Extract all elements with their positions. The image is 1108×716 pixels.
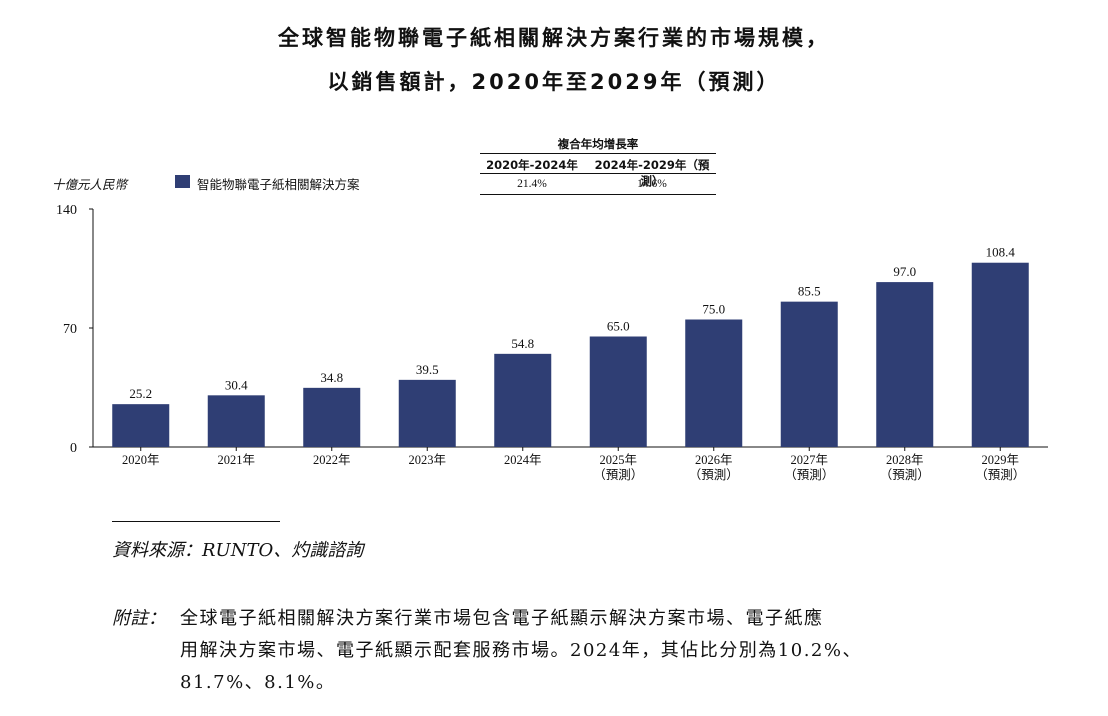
- legend-label: 智能物聯電子紙相關解決方案: [197, 177, 360, 192]
- y-tick-label: 0: [70, 441, 77, 456]
- bar: [303, 387, 361, 447]
- x-tick-sublabel: （預測）: [593, 468, 643, 482]
- cagr-header-rule: [480, 153, 716, 154]
- bar: [876, 282, 934, 447]
- x-tick-label: 2028年: [886, 453, 924, 467]
- bar-chart: 0 70 140 25.2 2020年 30.4 2021年 34.8 2022年 39.5 202…: [56, 203, 1048, 482]
- chart-title-line-2: 以銷售額計，2020年至2029年（預測）: [327, 70, 781, 94]
- x-tick-sublabel: （預測）: [975, 468, 1025, 482]
- bar: [207, 395, 265, 447]
- data-label: 65.0: [607, 319, 630, 334]
- bar: [398, 379, 456, 447]
- x-tick-label: 2021年: [217, 453, 255, 467]
- bar: [494, 353, 552, 447]
- note-line-2: 用解決方案市場、電子紙顯示配套服務市場。2024年，其佔比分別為10.2%、: [180, 640, 862, 661]
- bar: [112, 404, 170, 447]
- note-line-3: 81.7%、8.1%。: [180, 672, 336, 693]
- data-label: 75.0: [702, 302, 725, 317]
- data-label: 97.0: [893, 264, 916, 279]
- data-label: 34.8: [320, 370, 343, 385]
- bar: [971, 262, 1029, 447]
- note-label: 附註：: [112, 608, 166, 629]
- x-tick-label: 2027年: [790, 453, 828, 467]
- legend-swatch: [175, 175, 190, 188]
- source-text: 資料來源：RUNTO、灼識諮詢: [112, 540, 364, 561]
- data-label: 108.4: [986, 245, 1016, 260]
- data-label: 30.4: [225, 377, 248, 392]
- bar: [685, 319, 743, 447]
- bar: [589, 336, 647, 447]
- source-divider: [112, 521, 280, 522]
- x-tick-label: 2025年: [599, 453, 637, 467]
- x-tick-label: 2023年: [408, 453, 446, 467]
- data-label: 25.2: [129, 386, 152, 401]
- x-tick-label: 2022年: [313, 453, 351, 467]
- cagr-col2-value: 14.6%: [637, 178, 667, 190]
- data-label: 54.8: [511, 336, 534, 351]
- bar: [780, 301, 838, 447]
- y-tick-label: 70: [63, 322, 77, 337]
- chart-title-line-1: 全球智能物聯電子紙相關解決方案行業的市場規模，: [278, 26, 830, 50]
- x-tick-label: 2020年: [122, 453, 160, 467]
- cagr-col1-label: 2020年-2024年: [486, 158, 578, 172]
- x-tick-sublabel: （預測）: [784, 468, 834, 482]
- x-tick-sublabel: （預測）: [689, 468, 739, 482]
- data-label: 85.5: [798, 284, 821, 299]
- x-tick-label: 2024年: [504, 453, 542, 467]
- note-line-1: 全球電子紙相關解決方案行業市場包含電子紙顯示解決方案市場、電子紙應: [180, 608, 824, 629]
- cagr-subheader-rule: [480, 173, 716, 174]
- x-tick-label: 2026年: [695, 453, 733, 467]
- y-tick-label: 140: [56, 203, 77, 218]
- cagr-col1-value: 21.4%: [517, 178, 547, 190]
- cagr-header: 複合年均增長率: [557, 137, 639, 151]
- cagr-bottom-rule: [480, 194, 716, 195]
- y-axis-unit-label: 十億元人民幣: [52, 177, 128, 192]
- data-label: 39.5: [416, 362, 439, 377]
- x-tick-label: 2029年: [981, 453, 1019, 467]
- x-tick-sublabel: （預測）: [880, 468, 930, 482]
- cagr-col2-label: 2024年-2029年（預測）: [594, 158, 710, 188]
